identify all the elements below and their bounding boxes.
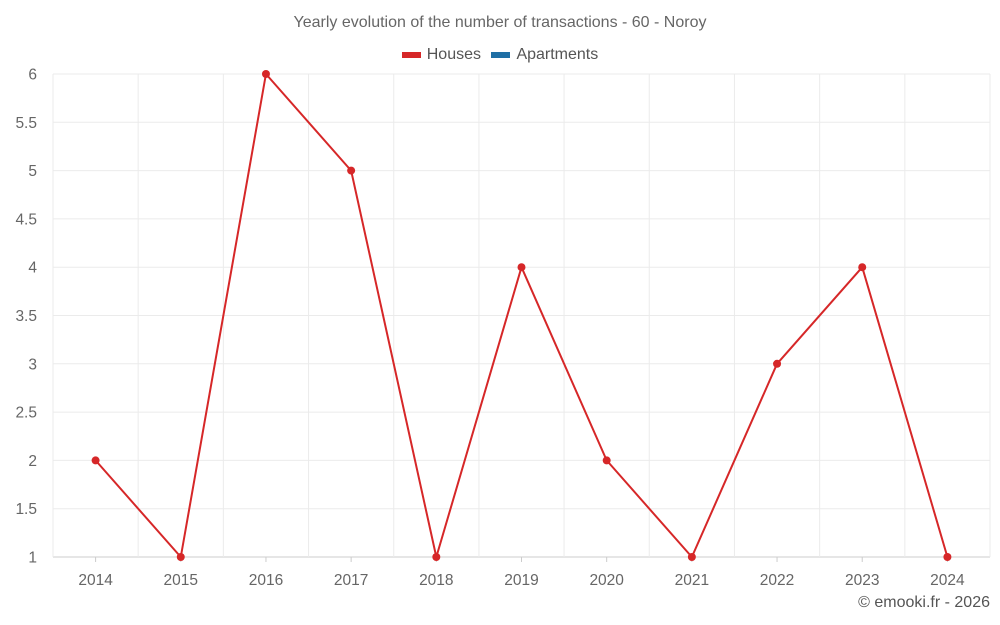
- data-point-houses: [176, 553, 185, 561]
- legend-label-houses: Houses: [426, 46, 481, 63]
- legend-swatch-houses: [401, 52, 421, 58]
- x-tick-label: 2021: [675, 572, 709, 589]
- credit-text: © emooki.fr - 2026: [858, 594, 990, 611]
- data-point-houses: [261, 70, 270, 78]
- x-tick-label: 2014: [78, 572, 113, 589]
- data-point-houses: [687, 553, 696, 561]
- x-tick-label: 2016: [249, 572, 283, 589]
- y-tick-label: 5.5: [15, 115, 37, 132]
- x-tick-label: 2020: [589, 572, 624, 589]
- x-tick-label: 2015: [164, 572, 198, 589]
- y-tick-label: 3.5: [15, 308, 37, 325]
- legend: Houses Apartments: [0, 45, 1000, 64]
- y-tick-label: 1: [28, 550, 37, 567]
- x-tick-label: 2023: [845, 572, 879, 589]
- x-tick-label: 2019: [504, 572, 538, 589]
- y-tick-label: 4: [28, 260, 37, 277]
- data-point-houses: [602, 456, 611, 465]
- y-tick-label: 2: [28, 453, 37, 470]
- data-point-houses: [858, 263, 867, 272]
- chart-title: Yearly evolution of the number of transa…: [293, 14, 707, 31]
- y-tick-label: 5: [28, 163, 37, 180]
- x-tick-label: 2024: [930, 572, 965, 589]
- data-point-houses: [91, 456, 100, 465]
- y-tick-label: 4.5: [15, 211, 37, 228]
- x-tick-label: 2017: [334, 572, 368, 589]
- y-tick-label: 6: [28, 67, 37, 84]
- legend-item-houses[interactable]: Houses: [401, 46, 481, 64]
- y-tick-label: 3: [28, 356, 37, 373]
- legend-swatch-apartments: [491, 52, 511, 58]
- x-tick-label: 2022: [760, 572, 794, 589]
- y-tick-label: 2.5: [15, 405, 37, 422]
- data-point-houses: [517, 263, 526, 272]
- x-tick-label: 2018: [419, 572, 453, 589]
- data-point-houses: [773, 359, 782, 368]
- y-tick-label: 1.5: [15, 501, 37, 518]
- data-point-houses: [347, 166, 356, 175]
- legend-item-apartments[interactable]: Apartments: [491, 46, 598, 64]
- legend-label-apartments: Apartments: [516, 46, 599, 63]
- data-point-houses: [432, 553, 441, 561]
- data-point-houses: [943, 553, 952, 561]
